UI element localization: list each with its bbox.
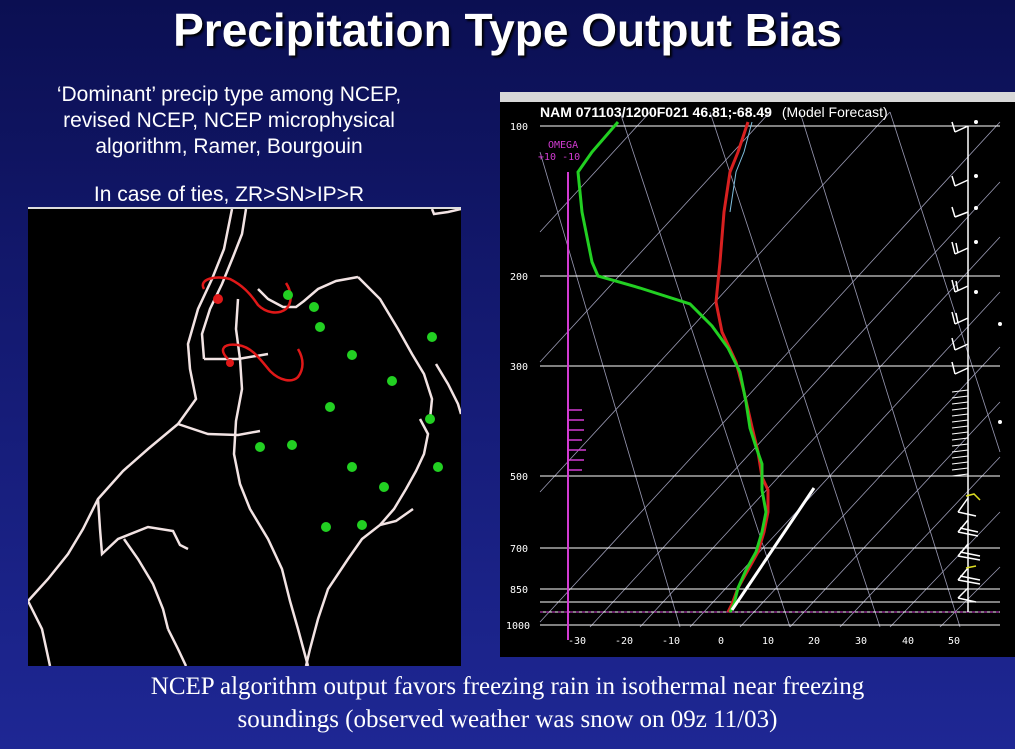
map-boundary <box>434 363 461 415</box>
isotherm-lines <box>539 111 1001 628</box>
freezing-rain-contour <box>201 276 292 314</box>
description-line: ‘Dominant’ precip type among NCEP, <box>56 83 402 106</box>
rain-marker <box>379 482 389 492</box>
rain-marker <box>347 462 357 472</box>
map-boundary <box>96 498 189 557</box>
rain-marker <box>425 414 435 424</box>
omega-scale: +10 -10 <box>538 152 580 163</box>
temperature-label: 20 <box>808 636 820 647</box>
reference-line <box>730 487 816 611</box>
sounding-mode: (Model Forecast) <box>781 104 888 120</box>
wind-barb-glyph <box>957 497 977 517</box>
wind-barb-glyph <box>951 279 969 293</box>
map-boundary <box>200 209 248 360</box>
map-boundaries <box>28 209 461 666</box>
freezing-rain-marker <box>213 294 223 304</box>
wind-barb-ticks <box>951 389 969 477</box>
map-boundary <box>166 628 188 666</box>
surface-wind-barbs <box>965 493 981 569</box>
temperature-label: 0 <box>718 636 724 647</box>
sounding-top-bar <box>500 92 1015 102</box>
pressure-label: 700 <box>510 544 528 555</box>
pressure-label: 850 <box>510 585 528 596</box>
wind-barb-dots <box>974 120 1002 424</box>
temperature-label: -30 <box>568 636 586 647</box>
skew-t-sounding: 100 200 300 500 700 850 1000 -30 -20 -10… <box>500 92 1015 657</box>
map-boundary <box>122 538 170 630</box>
rain-marker <box>427 332 437 342</box>
sounding-header: NAM 071103/1200F021 46.81;-68.49 (Model … <box>540 104 888 120</box>
map-boundary <box>357 276 434 420</box>
temperature-label: -20 <box>615 636 633 647</box>
map-canvas <box>28 209 461 666</box>
omega-label: OMEGA <box>548 140 578 151</box>
wind-barb-glyph <box>957 567 981 585</box>
map-boundary <box>379 507 414 527</box>
slide-caption: NCEP algorithm output favors freezing ra… <box>0 670 1015 736</box>
caption-line: soundings (observed weather was snow on … <box>237 706 778 733</box>
map-boundary <box>257 275 359 309</box>
temperature-label: 40 <box>902 636 914 647</box>
rain-marker <box>347 350 357 360</box>
omega-profile <box>568 409 586 471</box>
rain-marker <box>309 302 319 312</box>
precip-type-map <box>28 207 461 666</box>
map-boundary <box>177 422 261 437</box>
temperature-label: 50 <box>948 636 960 647</box>
pressure-lines <box>540 125 1000 626</box>
pressure-axis: 100 200 300 500 700 850 1000 <box>506 122 530 632</box>
rain-marker <box>255 442 265 452</box>
temperature-label: -10 <box>662 636 680 647</box>
ties-note: In case of ties, ZR>SN>IP>R <box>93 183 365 206</box>
rain-marker <box>287 440 297 450</box>
freezing-rain-contours <box>201 276 304 382</box>
wind-barb-glyph <box>957 587 977 603</box>
rain-marker <box>283 290 293 300</box>
wind-barb-glyph <box>951 121 969 133</box>
caption-line: NCEP algorithm output favors freezing ra… <box>150 673 865 700</box>
dewpoint-trace <box>576 121 768 613</box>
sounding-canvas: 100 200 300 500 700 850 1000 -30 -20 -10… <box>500 92 1015 647</box>
dry-adiabat-reference <box>729 121 753 213</box>
pressure-label: 200 <box>510 272 528 283</box>
wind-barb-glyph <box>965 493 981 501</box>
rain-marker <box>325 402 335 412</box>
pressure-label: 1000 <box>506 621 530 632</box>
freezing-rain-markers <box>213 294 234 367</box>
rain-marker <box>433 462 443 472</box>
wind-barb-glyph <box>965 565 977 569</box>
map-boundary <box>28 209 234 602</box>
slide-title: Precipitation Type Output Bias <box>173 4 842 56</box>
rain-marker <box>387 376 397 386</box>
wind-barb-glyph <box>951 206 969 218</box>
description-line: algorithm, Ramer, Bourgouin <box>95 135 363 158</box>
pressure-label: 300 <box>510 362 528 373</box>
rain-marker <box>321 522 331 532</box>
temperature-label: 10 <box>762 636 774 647</box>
wind-barb-glyph <box>951 337 969 351</box>
map-boundary <box>304 418 430 666</box>
temperature-axis: -30 -20 -10 0 10 20 30 40 50 <box>568 636 960 647</box>
map-boundary <box>430 209 461 216</box>
freezing-rain-contour <box>221 343 304 382</box>
wind-barb-glyph <box>951 241 969 255</box>
wind-barb-glyph <box>957 543 981 561</box>
sounding-title: NAM 071103/1200F021 46.81;-68.49 <box>540 104 772 120</box>
wind-barbs <box>951 121 981 603</box>
temperature-label: 30 <box>855 636 867 647</box>
pressure-label: 500 <box>510 472 528 483</box>
map-boundary <box>232 298 310 666</box>
wind-barb-glyph <box>957 519 979 537</box>
rain-markers <box>255 290 443 532</box>
pressure-label: 100 <box>510 122 528 133</box>
rain-marker <box>315 322 325 332</box>
map-boundary <box>28 600 52 666</box>
description-line: revised NCEP, NCEP microphysical <box>63 109 395 132</box>
wind-barb-glyph <box>951 361 969 375</box>
wind-barb-glyph <box>951 311 969 325</box>
rain-marker <box>357 520 367 530</box>
wind-barb-glyph <box>951 175 969 187</box>
precip-description: ‘Dominant’ precip type among NCEP, revis… <box>28 82 430 160</box>
freezing-rain-marker <box>226 359 234 367</box>
